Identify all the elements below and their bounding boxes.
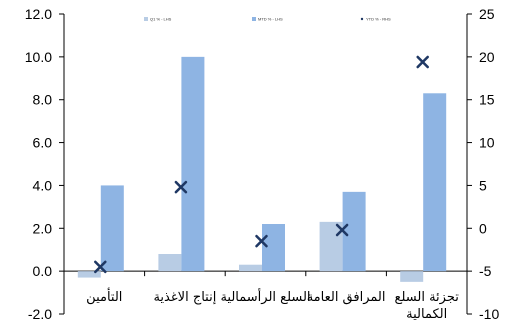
point-ytd xyxy=(335,223,349,237)
chart-axes: 12.0 10.0 8.0 6.0 4.0 2.0 0.0 -2.0 25 20 15 10 5 0 -5 -… xyxy=(25,6,500,322)
legend-swatch xyxy=(252,17,256,21)
legend-label: Q1 % - LHS xyxy=(150,17,172,22)
left-axis-tick-label: 12.0 xyxy=(25,6,52,22)
right-axis-tick-label: 20 xyxy=(479,49,495,65)
legend-label: YTD % - RHS xyxy=(366,17,391,22)
left-axis-tick-label: -2.0 xyxy=(28,306,52,322)
right-axis-tick-label: -5 xyxy=(479,263,492,279)
bar-mtd xyxy=(181,56,205,272)
legend-label: MTD % - LHS xyxy=(258,17,283,22)
point-stroke xyxy=(255,234,268,248)
left-axis-tick-label: 4.0 xyxy=(33,177,53,193)
point-ytd xyxy=(416,55,430,69)
point-ytd xyxy=(255,234,268,248)
category-label: السلع الرأسمالية xyxy=(220,288,310,305)
bar-q1 xyxy=(319,221,343,272)
point-stroke xyxy=(174,180,188,194)
point-stroke xyxy=(416,55,430,69)
right-axis-tick-label: 10 xyxy=(479,135,495,151)
category-label: التأمين xyxy=(86,287,122,305)
category-label: تجزئة السلع xyxy=(395,290,460,305)
right-axis-tick-label: 5 xyxy=(479,177,487,193)
bar-mtd xyxy=(100,185,124,272)
bar-q1 xyxy=(158,254,182,272)
bar-q1 xyxy=(400,271,424,282)
bar-q1 xyxy=(77,271,101,278)
chart-markers xyxy=(94,55,430,274)
bar-q1 xyxy=(239,264,262,272)
point-ytd xyxy=(94,260,107,274)
legend-swatch xyxy=(144,17,148,21)
left-axis-tick-label: 6.0 xyxy=(33,135,53,151)
bar-mtd xyxy=(423,93,447,272)
right-axis-tick-label: 0 xyxy=(479,220,487,236)
chart-legend: Q1 % - LHS MTD % - LHS YTD % - RHS xyxy=(144,17,391,22)
left-axis-tick-label: 8.0 xyxy=(33,92,53,108)
bar-mtd xyxy=(342,191,366,272)
right-axis-tick-label: 25 xyxy=(479,6,495,22)
category-label: إنتاج الاغذية xyxy=(153,290,216,305)
right-axis-tick-label: -10 xyxy=(479,306,499,322)
point-stroke xyxy=(94,260,107,274)
category-label: المرافق العامة xyxy=(307,290,386,305)
category-label: الكمالية xyxy=(406,307,447,322)
chart-labels: التأمين إنتاج الاغذية السلع الرأسماليةالمر… xyxy=(86,287,459,322)
left-axis-tick-label: 2.0 xyxy=(33,220,53,236)
point-stroke xyxy=(335,223,349,237)
right-axis-tick-label: 15 xyxy=(479,92,495,108)
legend-swatch xyxy=(360,17,364,21)
left-axis-tick-label: 10.0 xyxy=(25,49,52,65)
left-axis-tick-label: 0.0 xyxy=(33,263,53,279)
bar-mtd xyxy=(262,224,285,272)
chart-bars xyxy=(77,56,447,282)
point-ytd xyxy=(174,180,188,194)
